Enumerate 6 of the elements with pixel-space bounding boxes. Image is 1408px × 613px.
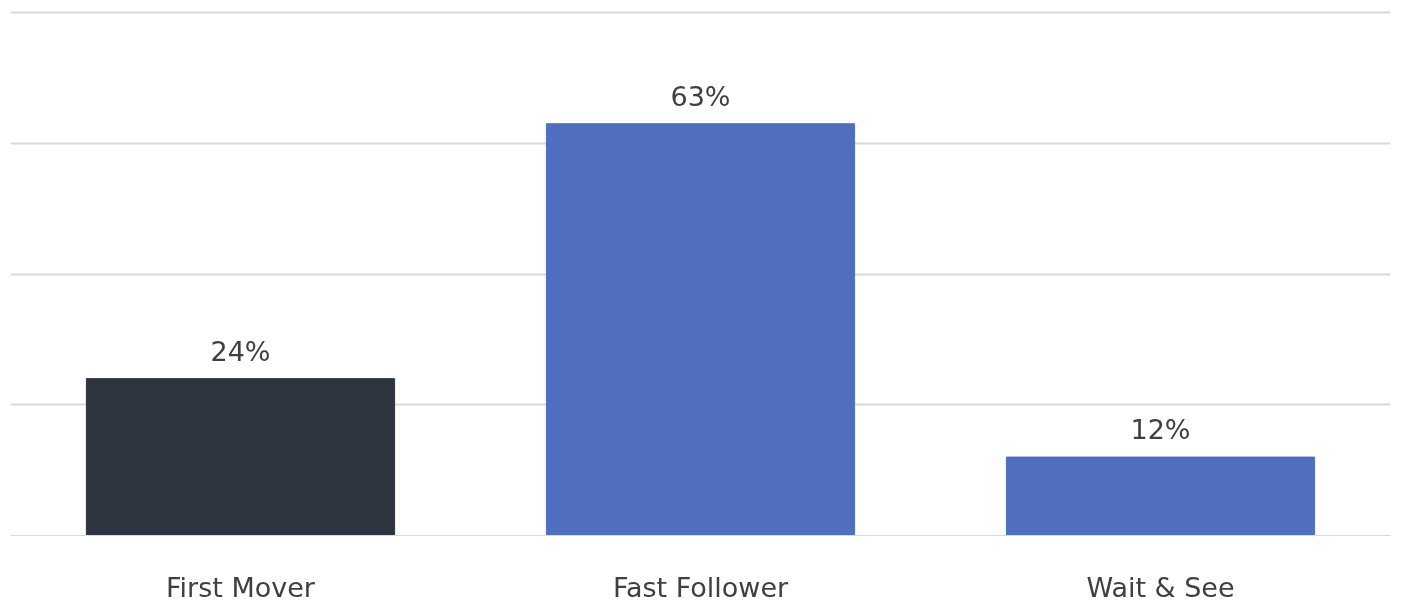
data-label: 12% (1130, 414, 1191, 446)
data-label: 24% (210, 335, 271, 367)
x-tick-label: Fast Follower (612, 571, 790, 603)
x-tick-label: First Mover (166, 571, 316, 603)
data-label: 63% (670, 80, 731, 112)
x-tick-label: Wait & See (1086, 571, 1235, 603)
